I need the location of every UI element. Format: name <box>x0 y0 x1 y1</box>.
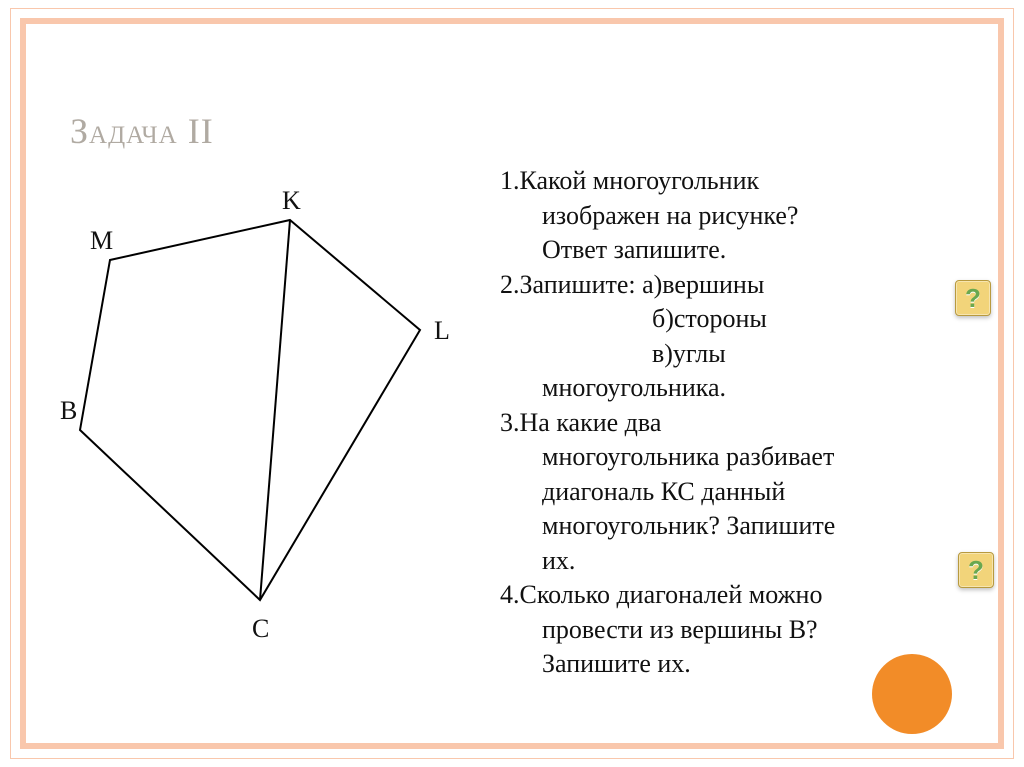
q1-line3: Ответ запишите. <box>542 234 990 267</box>
vertex-label-K: K <box>282 186 301 216</box>
q4-line3: Запишите их. <box>542 648 990 681</box>
q3-line3: диагональ КС данный <box>542 476 990 509</box>
frame-bottom <box>20 743 1004 749</box>
vertex-label-C: C <box>252 614 269 644</box>
polygon-shape <box>80 220 420 600</box>
frame-top <box>20 18 1004 24</box>
vertex-label-M: M <box>90 226 113 256</box>
q4-line1: 4.Сколько диагоналей можно <box>500 579 990 612</box>
q2-line4: многоугольника. <box>542 372 990 405</box>
q2-line1: 2.Запишите: а)вершины <box>500 269 990 302</box>
q3-line2: многоугольника разбивает <box>542 441 990 474</box>
q2-line2: б)стороны <box>652 303 990 336</box>
slide: Задача II K L C B M 1.Какой многоугольник из… <box>0 0 1024 767</box>
help-icon[interactable]: ? <box>955 280 991 316</box>
frame-left <box>20 18 26 749</box>
polygon-diagonals <box>260 220 290 600</box>
slide-title: Задача II <box>70 110 214 152</box>
q3-line1: 3.На какие два <box>500 407 990 440</box>
q1-line1: 1.Какой многоугольник <box>500 165 990 198</box>
question-list: 1.Какой многоугольник изображен на рисун… <box>500 165 990 683</box>
polygon-svg <box>60 180 480 640</box>
help-icon[interactable]: ? <box>958 552 994 588</box>
q4-line2: провести из вершины В? <box>542 614 990 647</box>
diagonal <box>260 220 290 600</box>
polygon-figure: KLCBM <box>60 180 480 640</box>
vertex-label-L: L <box>434 316 450 346</box>
q3-line4: многоугольник? Запишите <box>542 510 990 543</box>
vertex-label-B: B <box>60 396 77 426</box>
q1-line2: изображен на рисунке? <box>542 200 990 233</box>
q3-line5: их. <box>542 545 990 578</box>
q2-line3: в)углы <box>652 338 990 371</box>
frame-right <box>998 18 1004 749</box>
